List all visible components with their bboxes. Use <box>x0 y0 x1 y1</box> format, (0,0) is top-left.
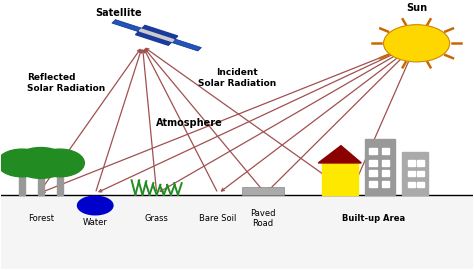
Polygon shape <box>139 29 174 42</box>
Circle shape <box>35 149 84 177</box>
Polygon shape <box>171 39 201 51</box>
Circle shape <box>13 147 68 178</box>
Polygon shape <box>112 20 142 32</box>
Bar <box>408 171 415 176</box>
Bar <box>417 181 424 187</box>
Bar <box>322 163 357 195</box>
Text: Bare Soil: Bare Soil <box>200 214 237 223</box>
Bar <box>382 181 389 187</box>
Bar <box>242 187 284 195</box>
Text: Built-up Area: Built-up Area <box>343 214 406 223</box>
Circle shape <box>0 149 46 177</box>
Bar <box>38 171 44 195</box>
Bar <box>0 195 474 269</box>
Text: Satellite: Satellite <box>96 8 142 18</box>
Polygon shape <box>318 146 361 163</box>
Text: Sun: Sun <box>406 3 427 13</box>
Bar <box>369 170 377 176</box>
Bar <box>365 139 395 195</box>
Polygon shape <box>136 25 178 45</box>
Bar <box>57 171 63 195</box>
Text: Water: Water <box>83 218 108 227</box>
Bar <box>369 148 377 154</box>
Circle shape <box>383 25 450 62</box>
Text: Atmosphere: Atmosphere <box>156 118 223 128</box>
Bar <box>382 160 389 166</box>
Bar <box>408 181 415 187</box>
Bar <box>402 152 428 195</box>
Text: Forest: Forest <box>28 214 54 223</box>
Ellipse shape <box>77 196 113 215</box>
Bar <box>369 160 377 166</box>
Bar <box>369 181 377 187</box>
Text: Grass: Grass <box>145 214 169 223</box>
Bar <box>408 160 415 166</box>
Bar <box>382 148 389 154</box>
Text: Paved
Road: Paved Road <box>250 209 276 228</box>
Bar <box>19 171 25 195</box>
Bar <box>382 170 389 176</box>
Bar <box>417 160 424 166</box>
Bar <box>417 171 424 176</box>
Text: Reflected
Solar Radiation: Reflected Solar Radiation <box>27 73 105 93</box>
Text: Incident
Solar Radiation: Incident Solar Radiation <box>198 68 276 87</box>
